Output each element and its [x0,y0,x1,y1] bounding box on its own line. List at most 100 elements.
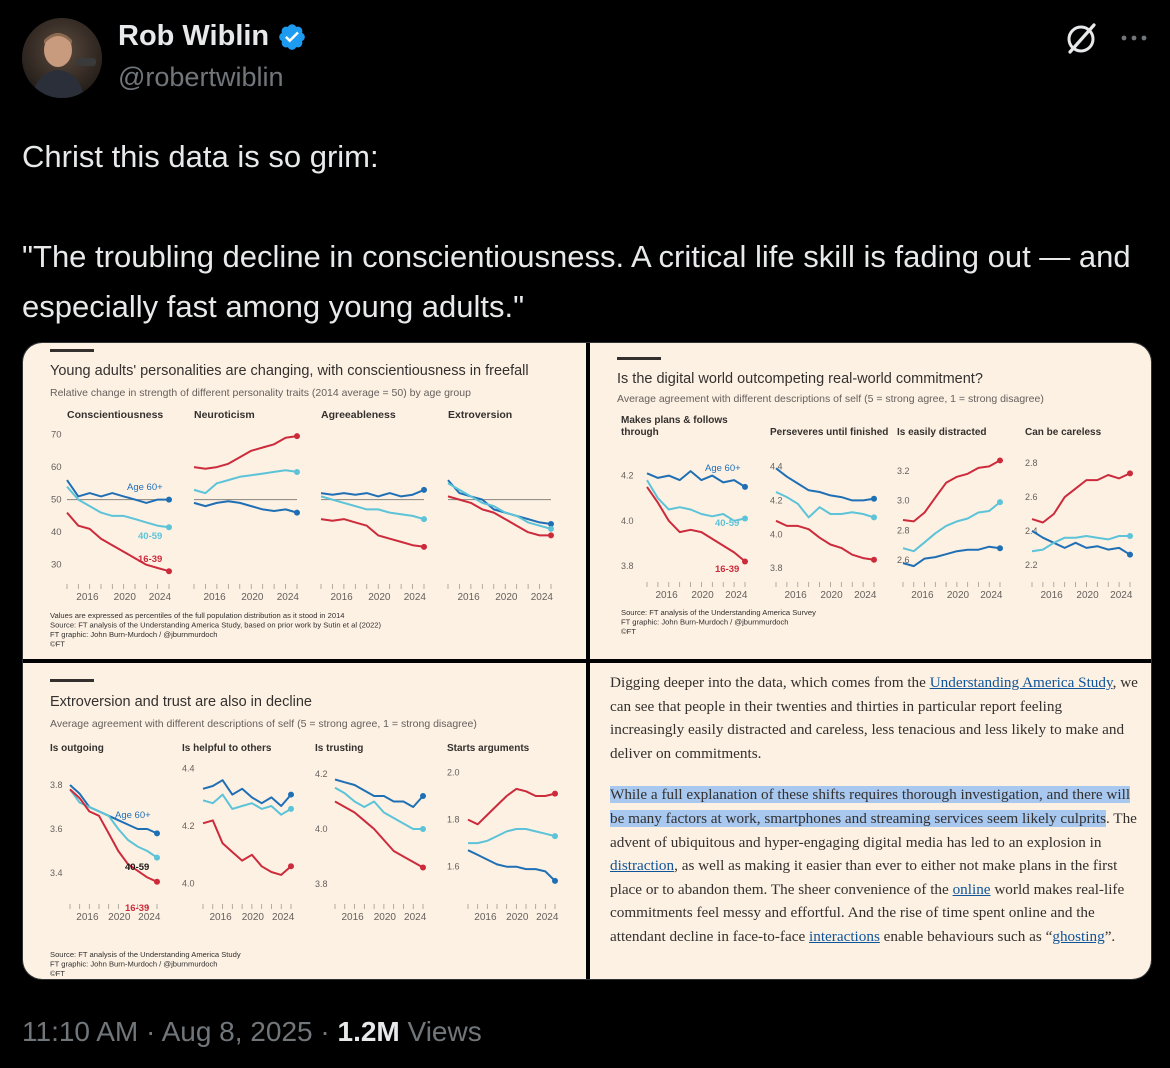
age40_59-end-point [552,833,558,840]
age40_59-line [202,793,292,816]
author-handle[interactable]: @robertwiblin [118,62,284,92]
article-excerpt-panel[interactable]: Digging deeper into the data, which come… [590,663,1151,979]
article-text: , as well as making it easier than ever … [610,857,1118,898]
article-text: world makes real-life commitments feel m… [610,880,1125,945]
footnote: Source: FT analysis of the Understanding… [621,608,816,617]
x-tick-label: 2020 [947,590,970,601]
footnote: FT graphic: John Burn-Murdoch / @jburnmu… [50,960,218,969]
y-tick-label: 1.6 [447,862,460,872]
age60-line [202,779,292,807]
age40_59-end-point [288,805,294,812]
x-tick-label: 2024 [531,592,554,603]
tweet-meta: 11:10 AM · Aug 8, 2025 · 1.2M Views [22,1016,482,1048]
age40_59-line [902,501,1001,553]
footnote: Values are expressed as percentiles of t… [50,611,345,620]
y-tick-label: 3.8 [770,563,783,573]
article-link[interactable]: interactions [809,927,880,945]
small-multiple-title: Can be careless [1025,427,1102,438]
small-multiple-title: Conscientiousness [67,409,163,421]
grok-icon[interactable] [1062,20,1100,58]
article-text: , we can see that people in their twenti… [610,674,1138,762]
age60-end-point [294,509,300,516]
age40_59-line [1031,535,1130,553]
age60-line [775,467,875,502]
y-tick-label: 2.0 [447,767,460,777]
chart-panel-commitment[interactable]: Is the digital world outcompeting real-w… [590,343,1151,659]
avatar[interactable] [22,18,102,98]
article-link[interactable]: online [952,880,991,898]
age60-end-point [548,521,554,528]
age16_39-line [467,787,556,826]
chart-subtitle: Relative change in strength of different… [50,387,471,399]
x-tick-label: 2016 [784,590,807,601]
age16_39-end-point [742,558,748,565]
age16_39-line [646,486,746,563]
series-label-16-39: 16-39 [125,903,149,914]
series-label-age-60: Age 60+ [115,810,151,821]
age16_39-line [902,459,1001,523]
media-grid[interactable]: Young adults' personalities are changing… [22,342,1152,980]
age60-end-point [420,793,426,799]
x-tick-label: 2020 [691,590,714,601]
y-tick-label: 2.6 [897,555,910,565]
age60-line [902,545,1001,568]
y-tick-label: 2.4 [1025,526,1038,536]
author-name[interactable]: Rob Wiblin [118,20,307,53]
x-tick-label: 2016 [341,912,364,923]
extroversion-trust-chart: Extroversion and trust are also in decli… [50,679,559,978]
x-tick-label: 2024 [277,592,300,603]
article-link[interactable]: ghosting [1052,927,1105,945]
age40_59-line [468,828,556,845]
chart-title: Young adults' personalities are changing… [50,363,529,379]
age16_39-line [775,519,875,561]
small-multiple-title: Is trusting [315,743,363,754]
x-tick-label: 2016 [1040,590,1063,601]
title-rule [50,349,94,352]
tweet-date[interactable]: Aug 8, 2025 [161,1016,313,1047]
chart-panel-personality[interactable]: Young adults' personalities are changing… [23,343,586,659]
age60-end-point [154,830,160,837]
chart-panel-extroversion-trust[interactable]: Extroversion and trust are also in decli… [23,663,586,979]
article-link[interactable]: Understanding America Study [929,674,1113,691]
tweet-line-2: "The troubling decline in conscientiousn… [22,239,1131,324]
small-multiple-title: Perseveres until finished [770,427,888,438]
footnote: FT graphic: John Burn-Murdoch / @jburnmu… [621,618,789,627]
x-tick-label: 2024 [138,912,161,923]
x-tick-label: 2024 [1110,590,1133,601]
age60-end-point [871,495,877,502]
x-tick-label: 2020 [506,912,529,923]
author-name-text[interactable]: Rob Wiblin [118,20,270,52]
chart-title: Is the digital world outcompeting real-w… [617,371,983,387]
separator: · [320,1016,330,1047]
x-tick-label: 2020 [368,592,391,603]
y-tick-label: 4.2 [182,821,195,831]
series-label-40-59: 40-59 [715,518,739,529]
y-tick-label: 2.2 [1025,560,1038,570]
age16_39-end-point [997,457,1003,464]
y-tick-label: 40 [51,527,62,538]
x-tick-label: 2016 [203,592,226,603]
series-label-age-60: Age 60+ [127,482,163,493]
article-link[interactable]: distraction [610,857,675,875]
more-options-icon[interactable] [1114,18,1154,58]
series-label-age-60: Age 60+ [705,463,741,474]
footnote: Source: FT analysis of the Understanding… [50,950,241,959]
x-tick-label: 2024 [404,592,427,603]
age60-line [447,479,552,525]
x-tick-label: 2016 [76,912,99,923]
tweet-time[interactable]: 11:10 AM [22,1016,139,1047]
highlighted-text: While a full explanation of these shifts… [610,786,1131,827]
age16_39-line [320,518,425,548]
age60-line [467,849,556,882]
y-tick-label: 3.8 [315,879,328,889]
x-tick-label: 2016 [457,592,480,603]
age40_59-end-point [154,854,160,861]
age16_39-line [447,495,551,537]
y-tick-label: 4.2 [315,769,328,779]
age40_59-end-point [871,514,877,521]
tweet-text: Christ this data is so grim: "The troubl… [22,132,1152,332]
y-tick-label: 2.8 [1025,458,1038,468]
separator: · [146,1016,156,1047]
article-text: ”. [1104,927,1116,945]
age16_39-end-point [294,433,300,440]
